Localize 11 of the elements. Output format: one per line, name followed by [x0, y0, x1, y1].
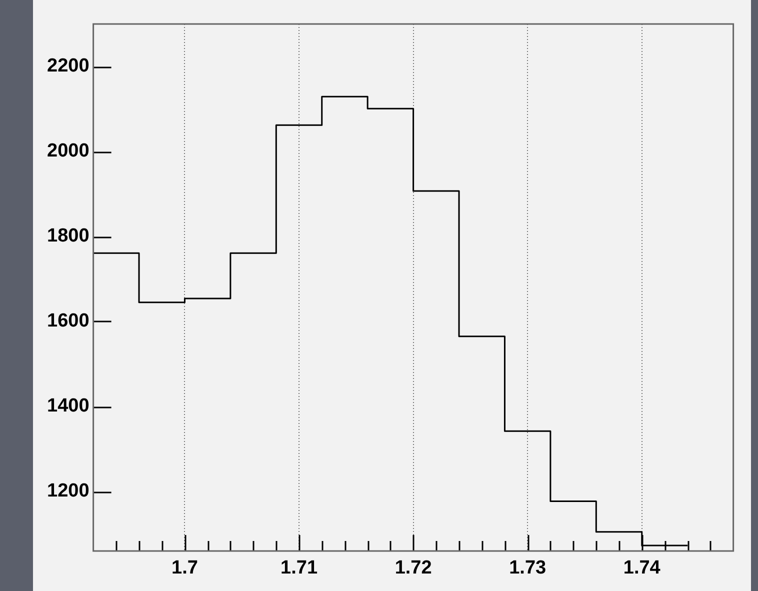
y-tick-label: 2000: [47, 140, 90, 162]
y-tick-label: 1400: [47, 396, 90, 417]
x-tick-label: 1.7: [172, 558, 198, 579]
y-tick-label: 2200: [47, 56, 90, 77]
x-tick-label: 1.71: [280, 558, 318, 579]
y-tick-label: 1200: [47, 480, 90, 502]
y-tick-label: 1800: [47, 226, 90, 247]
x-tick-label: 1.72: [394, 558, 432, 579]
x-tick-label: 1.73: [509, 558, 546, 579]
x-tick-label: 1.74: [623, 558, 661, 579]
y-tick-label: 1600: [47, 310, 90, 332]
